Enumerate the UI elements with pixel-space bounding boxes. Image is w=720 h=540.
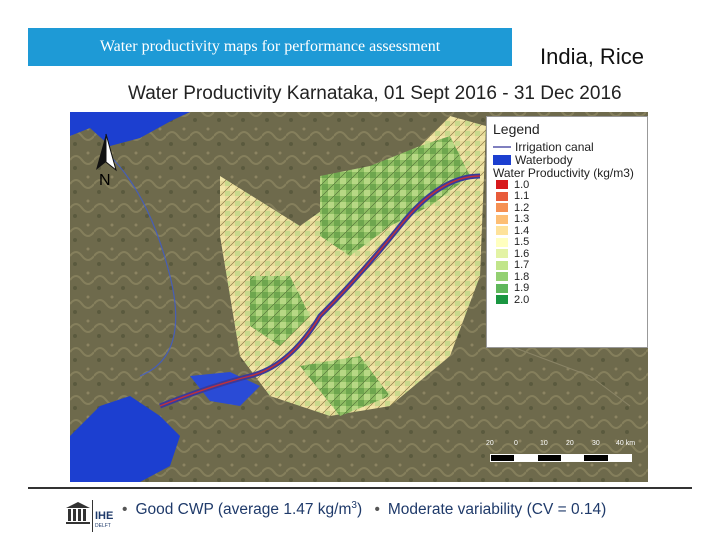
footer-divider <box>28 487 692 489</box>
class-swatch <box>496 203 508 213</box>
footer-bullets: • Good CWP (average 1.47 kg/m3) • Moderate… <box>114 500 606 519</box>
bullet-variability: Moderate variability (CV = 0.14) <box>387 501 607 519</box>
legend-classes-title: Water Productivity (kg/m3) <box>493 165 634 180</box>
legend-class: 1.1 <box>493 190 641 202</box>
legend-class: 1.4 <box>493 225 641 237</box>
bullet-marker: • <box>122 501 128 519</box>
legend-item-waterbody: Waterbody <box>493 153 641 167</box>
legend-class: 2.0 <box>493 294 641 306</box>
class-swatch <box>496 283 508 293</box>
legend-class: 1.0 <box>493 179 641 191</box>
map-legend: Legend Irrigation canal Waterbody Water … <box>486 116 648 348</box>
svg-text:DELFT: DELFT <box>95 523 111 529</box>
legend-class: 1.7 <box>493 259 641 271</box>
class-swatch <box>496 260 508 270</box>
canal-line-icon <box>493 145 511 148</box>
scale-bar: 20 0 10 20 30 40 km <box>484 438 644 472</box>
legend-class: 1.9 <box>493 282 641 294</box>
class-swatch <box>496 180 508 190</box>
scale-tick: 0 <box>514 440 518 447</box>
bullet-marker: • <box>374 501 380 519</box>
waterbody-swatch-icon <box>493 154 511 165</box>
slide-title-banner: Water productivity maps for performance … <box>28 28 512 66</box>
map-heading: Water Productivity Karnataka, 01 Sept 20… <box>70 76 648 112</box>
legend-class: 1.5 <box>493 236 641 248</box>
scale-tick: 30 <box>592 440 600 447</box>
scale-bar-segments <box>490 454 632 462</box>
class-swatch <box>496 191 508 201</box>
legend-class: 1.6 <box>493 248 641 260</box>
unesco-temple-icon: IHE DELFT <box>66 500 113 532</box>
legend-item-irrigation-canal: Irrigation canal <box>493 140 641 154</box>
water-productivity-map: Water Productivity Karnataka, 01 Sept 20… <box>70 76 648 482</box>
class-swatch <box>496 272 508 282</box>
class-swatch <box>496 237 508 247</box>
class-swatch <box>496 214 508 224</box>
scale-tick: 10 <box>540 440 548 447</box>
scale-tick: 20 <box>486 440 494 447</box>
ihe-delft-logo: IHE DELFT <box>64 500 114 532</box>
bullet-good-cwp: Good CWP (average 1.47 kg/m3) <box>135 500 363 519</box>
map-heading-text: Water Productivity Karnataka, 01 Sept 20… <box>128 83 622 104</box>
class-swatch <box>496 295 508 305</box>
region-label: India, Rice <box>540 44 644 69</box>
north-arrow-icon: N <box>92 132 120 190</box>
north-label: N <box>99 172 111 189</box>
legend-class: 1.8 <box>493 271 641 283</box>
legend-class: 1.2 <box>493 202 641 214</box>
class-swatch <box>496 249 508 259</box>
scale-tick: 20 <box>566 440 574 447</box>
class-swatch <box>496 226 508 236</box>
legend-title: Legend <box>493 121 540 137</box>
svg-text:IHE: IHE <box>95 510 113 522</box>
scale-tick: 40 km <box>616 440 636 447</box>
legend-class: 1.3 <box>493 213 641 225</box>
